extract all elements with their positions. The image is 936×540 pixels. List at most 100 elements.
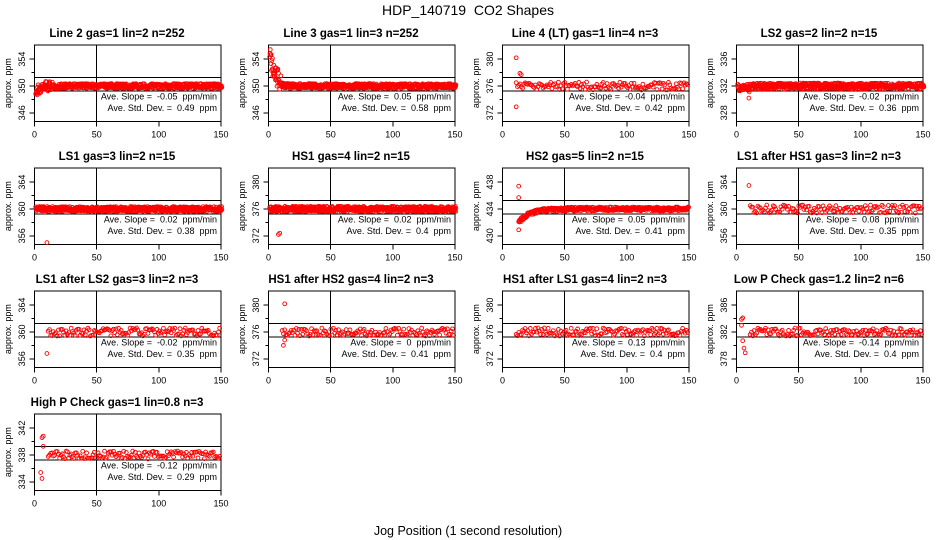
svg-text:150: 150	[681, 129, 696, 139]
svg-text:HS1 gas=4 lin=2 n=15: HS1 gas=4 lin=2 n=15	[292, 151, 411, 163]
svg-text:50: 50	[794, 252, 804, 262]
svg-text:0: 0	[266, 129, 271, 139]
svg-text:338: 338	[17, 447, 27, 462]
svg-text:HS1 after HS2 gas=4 lin=2 n=3: HS1 after HS2 gas=4 lin=2 n=3	[268, 274, 433, 286]
svg-text:approx. ppm: approx. ppm	[705, 58, 715, 108]
svg-text:378: 378	[719, 351, 729, 366]
svg-text:328: 328	[719, 105, 729, 120]
svg-text:434: 434	[485, 201, 495, 216]
svg-text:356: 356	[17, 351, 27, 366]
svg-text:LS1 after LS2 gas=3 lin=2 n=3: LS1 after LS2 gas=3 lin=2 n=3	[36, 274, 199, 286]
svg-text:100: 100	[151, 375, 166, 385]
svg-text:approx. ppm: approx. ppm	[471, 58, 481, 108]
svg-text:approx. ppm: approx. ppm	[3, 427, 13, 477]
svg-text:354: 354	[251, 52, 261, 67]
svg-text:360: 360	[17, 201, 27, 216]
svg-text:382: 382	[719, 324, 729, 339]
svg-text:100: 100	[853, 252, 868, 262]
svg-text:approx. ppm: approx. ppm	[705, 181, 715, 231]
svg-text:380: 380	[485, 298, 495, 313]
svg-text:approx. ppm: approx. ppm	[237, 304, 247, 354]
svg-text:50: 50	[92, 498, 102, 508]
svg-text:430: 430	[485, 228, 495, 243]
svg-text:346: 346	[17, 105, 27, 120]
svg-text:Ave. Slope = -0.04 ppm/min: Ave. Slope = -0.04 ppm/min	[569, 91, 685, 101]
svg-text:360: 360	[719, 201, 729, 216]
svg-text:372: 372	[485, 351, 495, 366]
svg-text:50: 50	[326, 375, 336, 385]
svg-text:100: 100	[385, 252, 400, 262]
svg-text:Ave. Slope = -0.02 ppm/min: Ave. Slope = -0.02 ppm/min	[101, 337, 217, 347]
svg-text:approx. ppm: approx. ppm	[237, 58, 247, 108]
svg-text:Ave. Slope = 0.05 ppm/min: Ave. Slope = 0.05 ppm/min	[572, 214, 685, 224]
svg-text:approx. ppm: approx. ppm	[471, 181, 481, 231]
svg-text:150: 150	[915, 129, 930, 139]
svg-text:0: 0	[500, 252, 505, 262]
svg-text:50: 50	[560, 129, 570, 139]
svg-text:150: 150	[213, 252, 228, 262]
svg-text:100: 100	[853, 129, 868, 139]
svg-text:386: 386	[719, 298, 729, 313]
svg-text:Ave. Std. Dev. = 0.38 ppm: Ave. Std. Dev. = 0.38 ppm	[108, 226, 217, 236]
svg-text:Ave. Std. Dev. = 0.41 ppm: Ave. Std. Dev. = 0.41 ppm	[576, 226, 685, 236]
svg-text:376: 376	[251, 201, 261, 216]
svg-text:50: 50	[794, 375, 804, 385]
svg-text:approx. ppm: approx. ppm	[705, 304, 715, 354]
svg-text:334: 334	[17, 474, 27, 489]
svg-text:Ave. Std. Dev. = 0.4 ppm: Ave. Std. Dev. = 0.4 ppm	[815, 349, 919, 359]
svg-text:Ave. Slope = 0.02 ppm/min: Ave. Slope = 0.02 ppm/min	[338, 214, 451, 224]
svg-text:Low P Check gas=1.2 lin=2 n=6: Low P Check gas=1.2 lin=2 n=6	[734, 274, 904, 286]
svg-text:150: 150	[915, 252, 930, 262]
svg-text:0: 0	[500, 129, 505, 139]
svg-text:100: 100	[619, 129, 634, 139]
svg-text:100: 100	[619, 252, 634, 262]
svg-text:Line 3 gas=1 lin=3 n=252: Line 3 gas=1 lin=3 n=252	[283, 28, 418, 40]
svg-text:356: 356	[719, 228, 729, 243]
svg-text:0: 0	[266, 252, 271, 262]
svg-text:346: 346	[251, 105, 261, 120]
svg-text:150: 150	[213, 498, 228, 508]
svg-text:0: 0	[734, 375, 739, 385]
svg-text:150: 150	[681, 252, 696, 262]
svg-text:364: 364	[17, 175, 27, 190]
svg-text:150: 150	[447, 252, 462, 262]
svg-text:LS1 after HS1 gas=3 lin=2 n=3: LS1 after HS1 gas=3 lin=2 n=3	[737, 151, 901, 163]
svg-text:HS1 after LS1 gas=4 lin=2 n=3: HS1 after LS1 gas=4 lin=2 n=3	[503, 274, 667, 286]
svg-text:342: 342	[17, 421, 27, 436]
svg-text:380: 380	[251, 298, 261, 313]
svg-text:LS1 gas=3 lin=2 n=15: LS1 gas=3 lin=2 n=15	[59, 151, 176, 163]
svg-text:Ave. Std. Dev. = 0.4 ppm: Ave. Std. Dev. = 0.4 ppm	[581, 349, 685, 359]
svg-text:336: 336	[719, 52, 729, 67]
svg-text:100: 100	[385, 375, 400, 385]
svg-text:50: 50	[326, 252, 336, 262]
svg-text:150: 150	[447, 129, 462, 139]
svg-text:150: 150	[213, 129, 228, 139]
svg-text:150: 150	[681, 375, 696, 385]
svg-text:50: 50	[560, 252, 570, 262]
svg-text:50: 50	[794, 129, 804, 139]
svg-text:0: 0	[32, 252, 37, 262]
svg-text:150: 150	[447, 375, 462, 385]
svg-text:0: 0	[734, 252, 739, 262]
svg-text:150: 150	[213, 375, 228, 385]
svg-text:0: 0	[734, 129, 739, 139]
svg-text:332: 332	[719, 78, 729, 93]
svg-text:50: 50	[326, 129, 336, 139]
svg-text:Ave. Slope = -0.12 ppm/min: Ave. Slope = -0.12 ppm/min	[101, 460, 217, 470]
svg-text:356: 356	[17, 228, 27, 243]
svg-text:100: 100	[151, 498, 166, 508]
svg-text:Line 2 gas=1 lin=2 n=252: Line 2 gas=1 lin=2 n=252	[49, 28, 184, 40]
svg-text:Ave. Std. Dev. = 0.49 ppm: Ave. Std. Dev. = 0.49 ppm	[108, 103, 217, 113]
svg-text:Ave. Slope = 0.08 ppm/min: Ave. Slope = 0.08 ppm/min	[806, 214, 919, 224]
svg-text:150: 150	[915, 375, 930, 385]
svg-text:Ave. Std. Dev. = 0.4 ppm: Ave. Std. Dev. = 0.4 ppm	[347, 226, 451, 236]
svg-text:100: 100	[619, 375, 634, 385]
svg-text:High P Check gas=1 lin=0.8 n=3: High P Check gas=1 lin=0.8 n=3	[31, 397, 204, 409]
svg-text:LS2 gas=2 lin=2 n=15: LS2 gas=2 lin=2 n=15	[761, 28, 878, 40]
svg-text:50: 50	[560, 375, 570, 385]
svg-text:380: 380	[485, 52, 495, 67]
svg-text:0: 0	[32, 375, 37, 385]
svg-text:0: 0	[266, 375, 271, 385]
svg-text:372: 372	[485, 105, 495, 120]
svg-text:376: 376	[251, 324, 261, 339]
